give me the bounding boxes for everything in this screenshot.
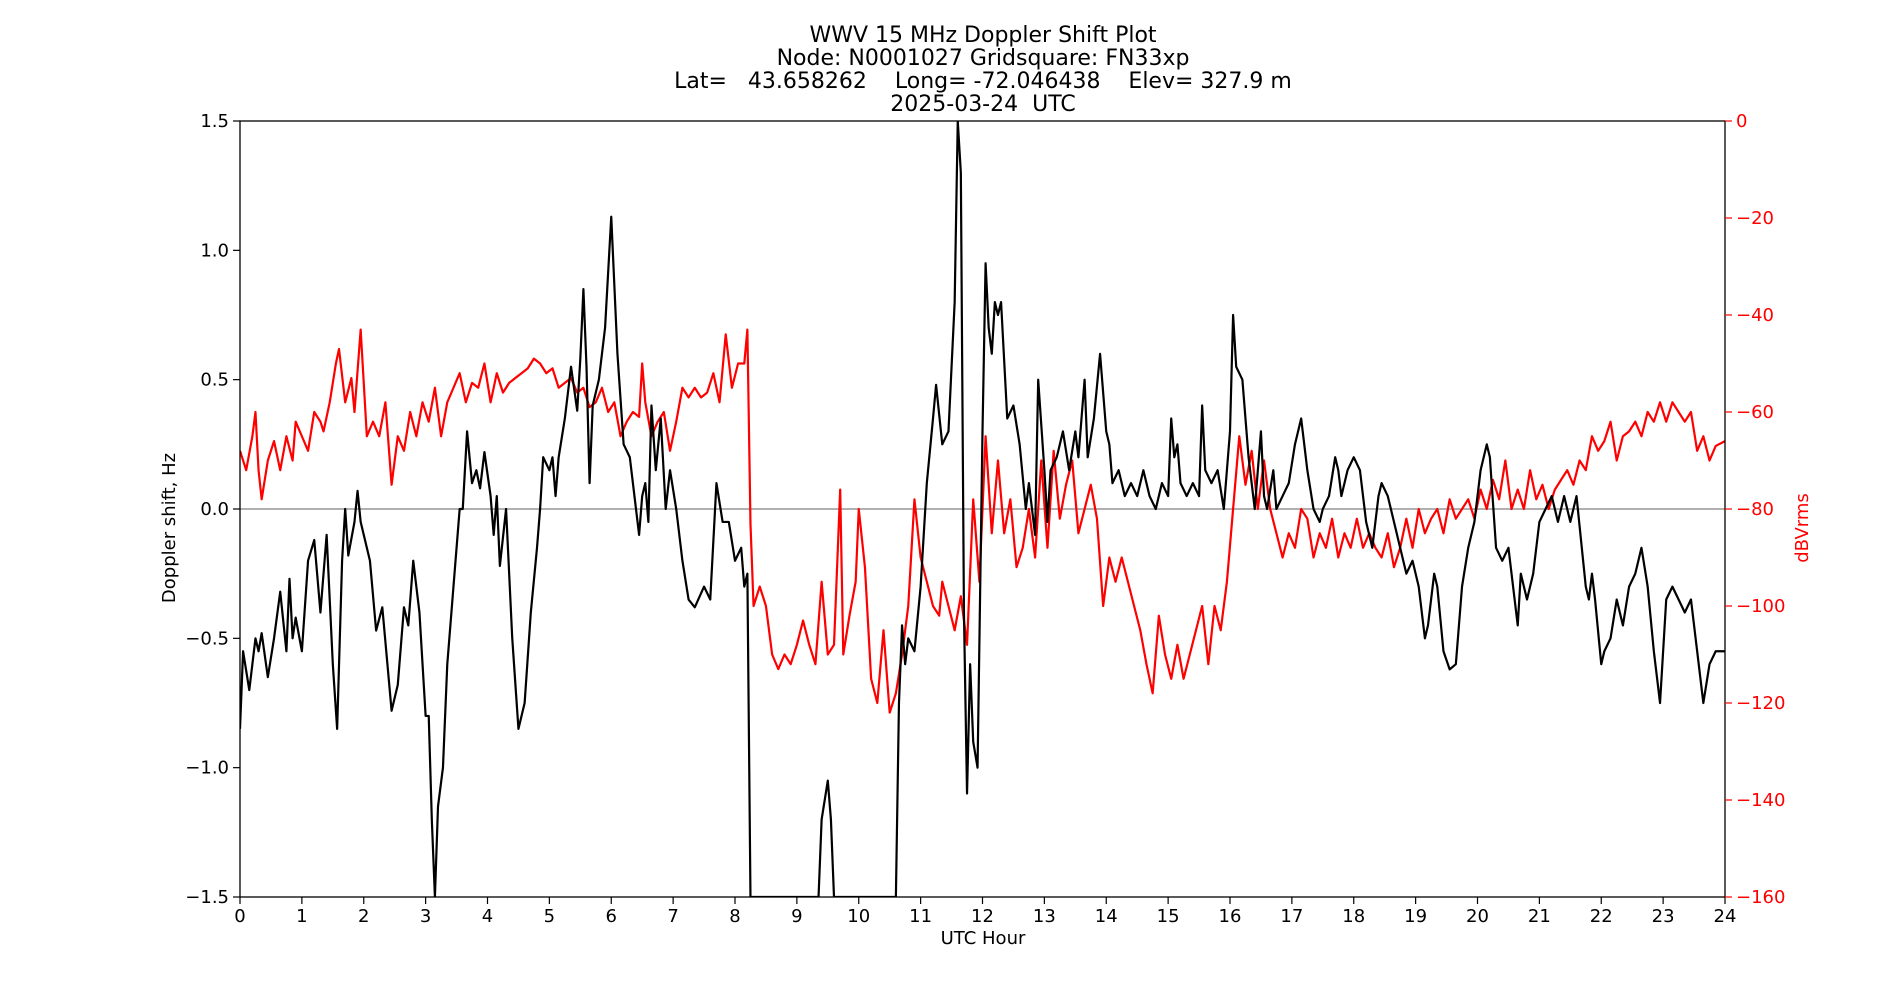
y2-tick-label: −60 xyxy=(1736,402,1774,423)
x-axis-label: UTC Hour xyxy=(941,928,1026,949)
x-tick-label: 1 xyxy=(296,906,307,927)
y2-tick-label: −100 xyxy=(1736,596,1785,617)
y2-tick-label: −80 xyxy=(1736,499,1774,520)
doppler-shift-series-line xyxy=(240,121,1725,897)
x-tick-label: 13 xyxy=(1033,906,1056,927)
title-line-4: 2025-03-24 UTC xyxy=(890,92,1075,117)
y2-tick-label: −120 xyxy=(1736,693,1785,714)
y-axis-label: Doppler shift, Hz xyxy=(159,453,180,603)
y2-tick-label: 0 xyxy=(1736,111,1747,132)
y2-tick-label: −40 xyxy=(1736,305,1774,326)
x-tick-label: 19 xyxy=(1404,906,1427,927)
x-tick-label: 3 xyxy=(420,906,431,927)
x-tick-label: 18 xyxy=(1342,906,1365,927)
title-line-3: Lat= 43.658262 Long= -72.046438 Elev= 32… xyxy=(674,69,1292,94)
title-line-2: Node: N0001027 Gridsquare: FN33xp xyxy=(777,46,1190,71)
x-tick-label: 4 xyxy=(482,906,493,927)
x-tick-label: 23 xyxy=(1652,906,1675,927)
x-tick-label: 5 xyxy=(544,906,555,927)
axes: 0 1 2 3 4 5 6 7 8 9 10 11 12 13 14 15 16 17 18 19 20 21 22 23 24… xyxy=(185,111,1785,927)
y2-axis-label: dBVrms xyxy=(1792,493,1813,563)
y-tick-label: −1.0 xyxy=(185,758,229,779)
x-tick-label: 0 xyxy=(234,906,245,927)
plot-area xyxy=(240,121,1725,897)
x-tick-label: 16 xyxy=(1219,906,1242,927)
x-tick-label: 11 xyxy=(909,906,932,927)
x-tick-label: 2 xyxy=(358,906,369,927)
x-tick-label: 12 xyxy=(971,906,994,927)
x-tick-label: 10 xyxy=(847,906,870,927)
y-tick-label: −0.5 xyxy=(185,628,229,649)
x-tick-label: 6 xyxy=(606,906,617,927)
x-tick-label: 9 xyxy=(791,906,802,927)
chart-title: WWV 15 MHz Doppler Shift Plot Node: N000… xyxy=(674,23,1292,117)
signal-level-series-line xyxy=(240,328,1725,714)
y2-tick-label: −160 xyxy=(1736,887,1785,908)
x-tick-label: 15 xyxy=(1157,906,1180,927)
x-tick-label: 21 xyxy=(1528,906,1551,927)
y2-tick-label: −140 xyxy=(1736,790,1785,811)
x-tick-label: 14 xyxy=(1095,906,1118,927)
x-tick-label: 7 xyxy=(667,906,678,927)
title-line-1: WWV 15 MHz Doppler Shift Plot xyxy=(809,23,1156,48)
x-tick-label: 22 xyxy=(1590,906,1613,927)
x-tick-label: 17 xyxy=(1280,906,1303,927)
y-tick-label: 0.0 xyxy=(200,499,229,520)
y2-tick-label: −20 xyxy=(1736,208,1774,229)
x-tick-label: 24 xyxy=(1714,906,1737,927)
y-tick-label: 1.0 xyxy=(200,240,229,261)
x-tick-label: 8 xyxy=(729,906,740,927)
y-tick-label: 1.5 xyxy=(200,111,229,132)
x-tick-label: 20 xyxy=(1466,906,1489,927)
y-tick-label: −1.5 xyxy=(185,887,229,908)
y-tick-label: 0.5 xyxy=(200,370,229,391)
